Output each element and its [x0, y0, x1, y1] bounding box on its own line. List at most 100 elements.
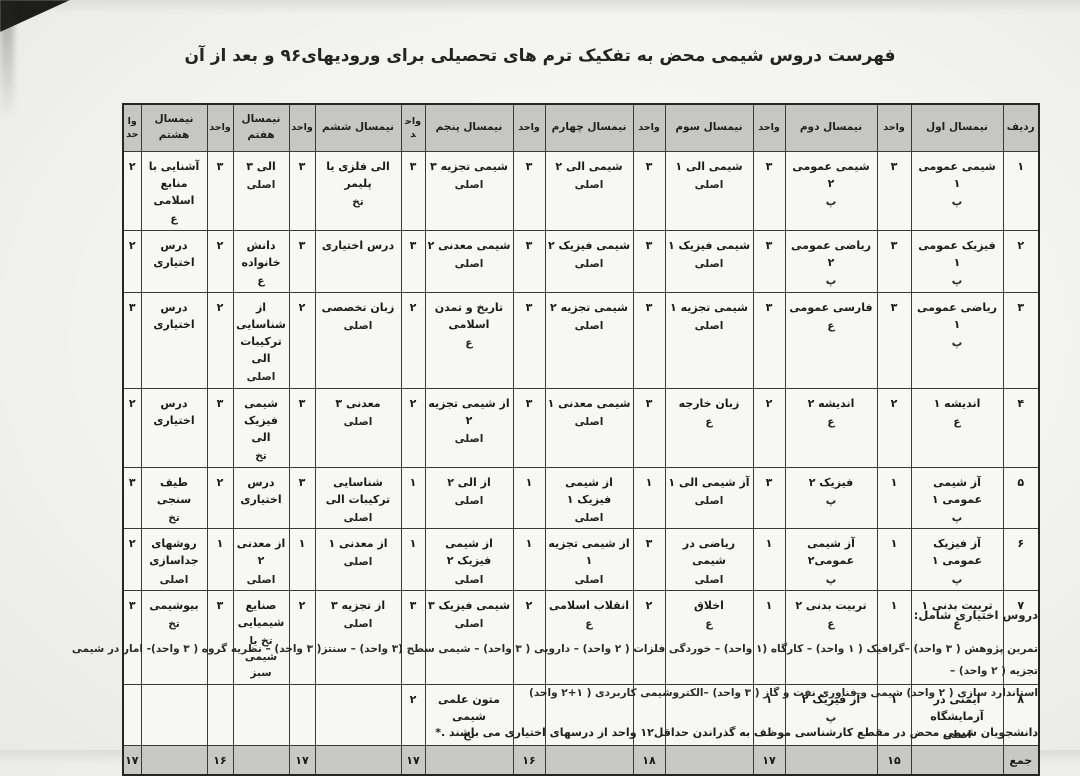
unit-cell: ۳: [752, 466, 786, 530]
course-name: شیمی عمومی ۱: [918, 160, 996, 191]
course-cell: شیمی معدنی ۱ اصلی: [544, 387, 634, 468]
column-header-semester-7: نیمسال هفتم: [232, 103, 290, 152]
course-name: زبان تخصصی: [321, 300, 395, 314]
unit-cell: ۳: [632, 291, 666, 389]
requirement-note: دانشجویان شیمی محض در مقطع کارشناسی موظف…: [435, 726, 1038, 740]
course-cell: شیمی عمومی ۱ پ: [910, 151, 1004, 231]
column-header-semester-5: نیمسال پنجم: [424, 103, 514, 152]
course-name: اخلاق: [694, 599, 724, 613]
row-number: ۳: [1002, 291, 1040, 389]
course-name: شیمی فیزیک ۱: [667, 238, 751, 252]
table-wrap: ردیف نیمسال اول واحد نیمسال دوم واحد نیمسال س…: [122, 103, 1040, 776]
unit-cell: ۳: [752, 229, 786, 293]
course-name: الی ۳: [246, 160, 276, 173]
course-name: شیمی فیزیک ۳: [427, 599, 511, 613]
unit-cell: ۱: [876, 528, 912, 592]
course-type: اصلی: [694, 494, 724, 507]
column-header-semester-3: نیمسال سوم: [664, 103, 754, 152]
course-type: ع: [705, 618, 713, 631]
page-title: فهرست دروس شیمی محض به تفکیک ترم های تحص…: [184, 46, 896, 66]
unit-cell: ۳: [400, 229, 426, 293]
course-cell: متون علمی شیمی تخ: [424, 683, 514, 747]
totals-empty-cell: [314, 745, 402, 776]
course-name: روشهای جداسازی: [149, 537, 199, 568]
course-type: اصلی: [574, 415, 604, 428]
course-type: تخ: [352, 196, 364, 209]
course-type: ع: [585, 618, 593, 631]
course-name: دانش خانواده: [241, 238, 281, 269]
course-cell: بیوشیمی تخ: [140, 590, 208, 685]
unit-cell: ۱: [400, 528, 426, 592]
electives-line-1: تمرین پژوهش ( ۳ واحد) –گرافیک ( ۱ واحد) …: [71, 643, 1038, 678]
course-type: اصلی: [574, 573, 604, 586]
unit-cell: ۲: [206, 229, 234, 293]
course-name: شیمی تجزیه ۱: [670, 300, 748, 314]
course-name: الی فلزی یا پلیمر: [326, 160, 390, 191]
course-name: ایمنی در آزمایشگاه: [930, 692, 984, 723]
course-type: اصلی: [246, 179, 276, 192]
unit-cell: [206, 683, 234, 747]
course-cell: آشنایی با منابع اسلامی ع: [140, 151, 208, 231]
course-name: فیزیک ۲: [808, 475, 854, 489]
unit-cell: ۳: [206, 590, 234, 685]
unit-cell: ۳: [288, 151, 316, 231]
unit-cell: ۳: [288, 229, 316, 293]
unit-cell: ۳: [876, 291, 912, 389]
course-name: از شیمی تجزیه ۲: [428, 396, 510, 427]
course-name: از معدنی ۲: [236, 537, 286, 568]
course-cell: زبان خارجه ع: [664, 387, 754, 468]
unit-cell: ۲: [206, 466, 234, 530]
course-type: اصلی: [246, 370, 276, 383]
totals-empty-cell: [544, 745, 634, 776]
unit-cell: ۱: [400, 466, 426, 530]
unit-cell: ۱: [632, 466, 666, 530]
course-cell: دانش خانواده ع: [232, 229, 290, 293]
course-type: ع: [953, 618, 961, 631]
column-header-unit-8: واحد: [122, 103, 142, 152]
electives-line-2: استاندارد سازی ( ۲ واحد) شیمی و فناوری ن…: [529, 687, 1038, 700]
unit-cell: ۲: [400, 291, 426, 389]
course-type: اصلی: [694, 257, 724, 270]
course-name: معدنی ۳: [335, 396, 381, 410]
course-name: از شیمی فیزیک ۲: [445, 537, 493, 568]
column-header-semester-8: نیمسال هشتم: [140, 103, 208, 152]
unit-cell: ۳: [288, 466, 316, 530]
electives-heading: دروس اختیاری شامل:: [913, 608, 1038, 622]
course-name: آز شیمی الی ۱: [668, 475, 750, 489]
course-type: ع: [465, 336, 473, 349]
course-cell: از شیمی تجزیه ۲ اصلی: [424, 387, 514, 468]
course-type: اصلی: [343, 319, 373, 332]
course-type: ع: [827, 319, 835, 332]
column-header-unit-2: واحد: [752, 103, 786, 152]
column-header-semester-6: نیمسال ششم: [314, 103, 402, 152]
column-header-unit-4: واحد: [512, 103, 546, 152]
notes-section: دروس اختیاری شامل: تمرین پژوهش ( ۳ واحد)…: [40, 608, 1038, 739]
course-cell: تربیت بدنی ۱ ع: [910, 590, 1004, 685]
course-cell: از شناسایی ترکیبات الی اصلی: [232, 291, 290, 389]
course-type: اصلی: [454, 179, 484, 192]
table-row: ۵ آز شیمی عمومی ۱ پ ۱ فیزیک ۲ پ ۳ آز شیمی الی ۱…: [122, 466, 1040, 530]
course-type: اصلی: [343, 556, 373, 569]
column-header-unit-1: واحد: [876, 103, 912, 152]
unit-cell: ۳: [122, 466, 142, 530]
course-cell: صنایع شیمیایی تخ یا شیمی سبز: [232, 590, 290, 685]
unit-cell: ۱: [876, 590, 912, 685]
course-cell: [140, 683, 208, 747]
course-name: صنایع شیمیایی: [237, 599, 285, 630]
totals-unit: ۱۷: [752, 745, 786, 776]
course-name: درس اختیاری: [153, 396, 195, 427]
course-cell: شناسایی ترکیبات الی اصلی: [314, 466, 402, 530]
row-number: ۷: [1002, 590, 1040, 685]
course-name: از تجزیه ۳: [330, 599, 386, 613]
unit-cell: ۲: [632, 590, 666, 685]
course-type: پ: [825, 274, 837, 287]
course-name: درس اختیاری: [153, 300, 195, 331]
totals-unit: ۱۷: [288, 745, 316, 776]
course-cell: از شیمی فیزیک ۱ اصلی: [544, 466, 634, 530]
course-cell: از الی ۲ اصلی: [424, 466, 514, 530]
unit-cell: ۳: [512, 387, 546, 468]
unit-cell: ۳: [752, 291, 786, 389]
unit-cell: ۳: [632, 528, 666, 592]
course-type: تخ: [168, 511, 180, 524]
